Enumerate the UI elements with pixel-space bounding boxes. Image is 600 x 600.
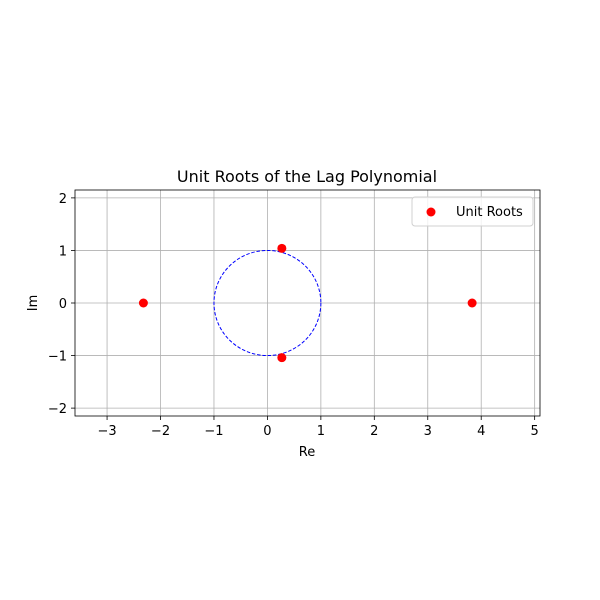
y-tick-label: 2	[59, 192, 67, 207]
y-tick-label: 0	[59, 297, 67, 312]
plot-area: −3 −2 −1 0 1 2 3 4 5 −2 −1 0 1 2 Unit Roots	[48, 189, 541, 439]
x-tick-label: 2	[370, 424, 378, 439]
data-point	[138, 298, 148, 308]
legend-box	[411, 196, 534, 227]
x-tick-label: −2	[151, 424, 170, 439]
x-tick-label: −3	[97, 424, 116, 439]
x-tick-label: 1	[317, 424, 325, 439]
y-axis-label: Im	[26, 295, 41, 312]
y-tick-label: −1	[48, 350, 67, 365]
x-tick-label: −1	[204, 424, 223, 439]
data-point	[277, 353, 287, 363]
x-axis-label: Re	[299, 445, 315, 460]
legend-marker	[426, 207, 436, 217]
data-point	[467, 298, 477, 308]
x-tick-label: 5	[531, 424, 539, 439]
y-tick-label: −2	[48, 402, 67, 417]
x-tick-label: 3	[424, 424, 432, 439]
legend-label: Unit Roots	[456, 205, 523, 220]
unit-circle	[213, 249, 322, 357]
data-point	[277, 243, 287, 253]
x-tick-label: 4	[477, 424, 485, 439]
x-tick-label: 0	[263, 424, 271, 439]
y-tick-label: 1	[59, 244, 67, 259]
chart-title: Unit Roots of the Lag Polynomial	[177, 167, 437, 186]
